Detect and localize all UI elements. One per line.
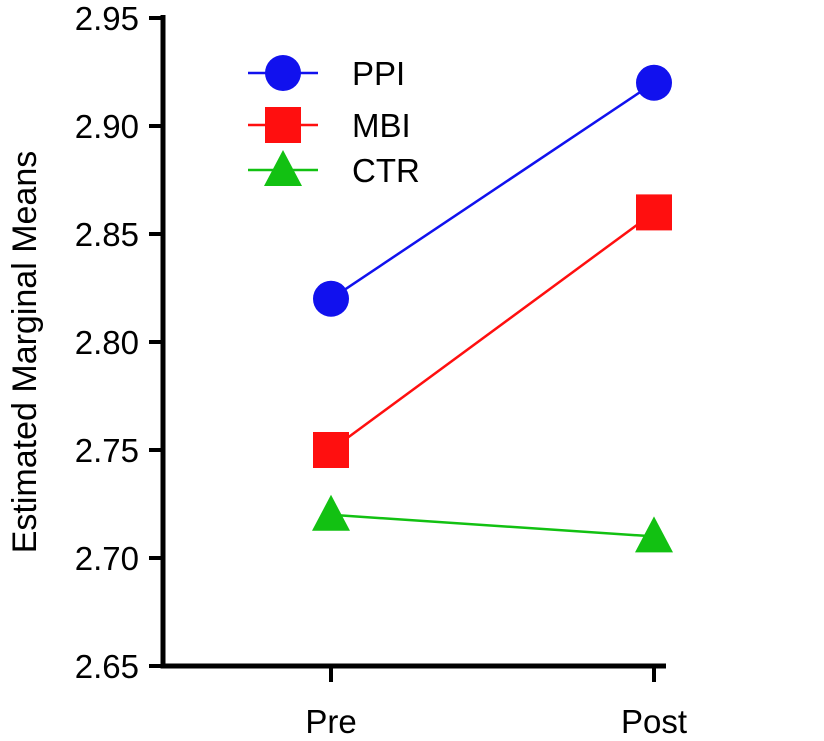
legend-label: MBI (352, 107, 411, 144)
y-tick-label: 2.90 (75, 108, 139, 145)
series-ppi (313, 64, 672, 317)
y-tick-label: 2.80 (75, 324, 139, 361)
data-point-ppi (313, 280, 349, 317)
y-tick-label: 2.70 (75, 540, 139, 577)
data-point-mbi (636, 194, 672, 231)
legend-label: CTR (352, 152, 420, 189)
y-tick-label: 2.65 (75, 648, 139, 685)
legend-marker-mbi (265, 107, 301, 143)
y-tick-label: 2.85 (75, 216, 139, 253)
axes: 2.65 2.70 2.75 2.80 2.85 2.90 2.95 Pre Post (75, 0, 687, 740)
legend-marker-ctr (264, 150, 302, 186)
y-tick-label: 2.95 (75, 0, 139, 37)
legend: PPI MBI CTR (248, 55, 420, 189)
series-ctr (312, 494, 673, 553)
y-axis-title: Estimated Marginal Means (6, 151, 44, 554)
y-tick-label: 2.75 (75, 432, 139, 469)
legend-label: PPI (352, 55, 405, 92)
data-point-ctr (635, 516, 673, 553)
data-point-ctr (312, 494, 350, 531)
series-mbi (313, 194, 672, 468)
legend-marker-ppi (265, 55, 301, 91)
x-tick-label: Pre (305, 703, 356, 740)
x-tick-label: Post (621, 703, 687, 740)
series-line-mbi (330, 211, 655, 452)
series-line-ppi (330, 81, 655, 300)
data-point-ppi (636, 64, 672, 101)
series-line-ctr (330, 513, 655, 538)
data-point-mbi (313, 432, 349, 468)
series-layer (312, 64, 673, 553)
